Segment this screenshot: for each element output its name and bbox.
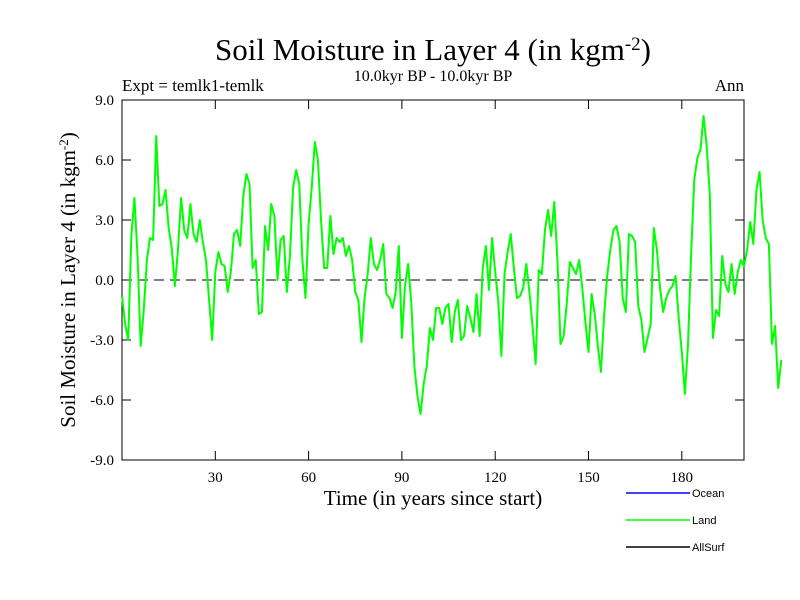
chart-subtitle: 10.0kyr BP - 10.0kyr BP — [354, 68, 513, 85]
season-label: Ann — [715, 76, 745, 95]
experiment-label: Expt = temlk1-temlk — [122, 76, 264, 95]
land-series-line — [121, 115, 783, 415]
legend-label-land: Land — [692, 515, 716, 527]
y-tick-label: 3.0 — [95, 213, 114, 229]
legend-label-ocean: Ocean — [692, 488, 724, 500]
x-axis-ticks: 30 60 90 120 150 180 — [208, 100, 693, 486]
y-tick-label: -3.0 — [90, 333, 114, 349]
y-tick-label: 9.0 — [95, 93, 114, 109]
legend: Ocean Land AllSurf — [626, 488, 725, 554]
y-tick-label: 6.0 — [95, 153, 114, 169]
y-axis-ticks: -9.0 -6.0 -3.0 0.0 3.0 6.0 9.0 — [90, 93, 744, 469]
legend-label-allsurf: AllSurf — [692, 542, 725, 554]
y-tick-label: 0.0 — [95, 273, 114, 289]
chart-title: Soil Moisture in Layer 4 (in kgm-2) — [215, 32, 651, 67]
y-axis-label: Soil Moisture in Layer 4 (in kgm-2) — [56, 132, 81, 427]
x-tick-label: 30 — [208, 470, 223, 486]
x-tick-label: 150 — [577, 470, 600, 486]
x-tick-label: 60 — [301, 470, 316, 486]
x-tick-label: 120 — [484, 470, 507, 486]
x-tick-label: 180 — [671, 470, 694, 486]
x-axis-label: Time (in years since start) — [324, 486, 543, 510]
x-tick-label: 90 — [394, 470, 409, 486]
y-tick-label: -6.0 — [90, 393, 114, 409]
y-tick-label: -9.0 — [90, 453, 114, 469]
